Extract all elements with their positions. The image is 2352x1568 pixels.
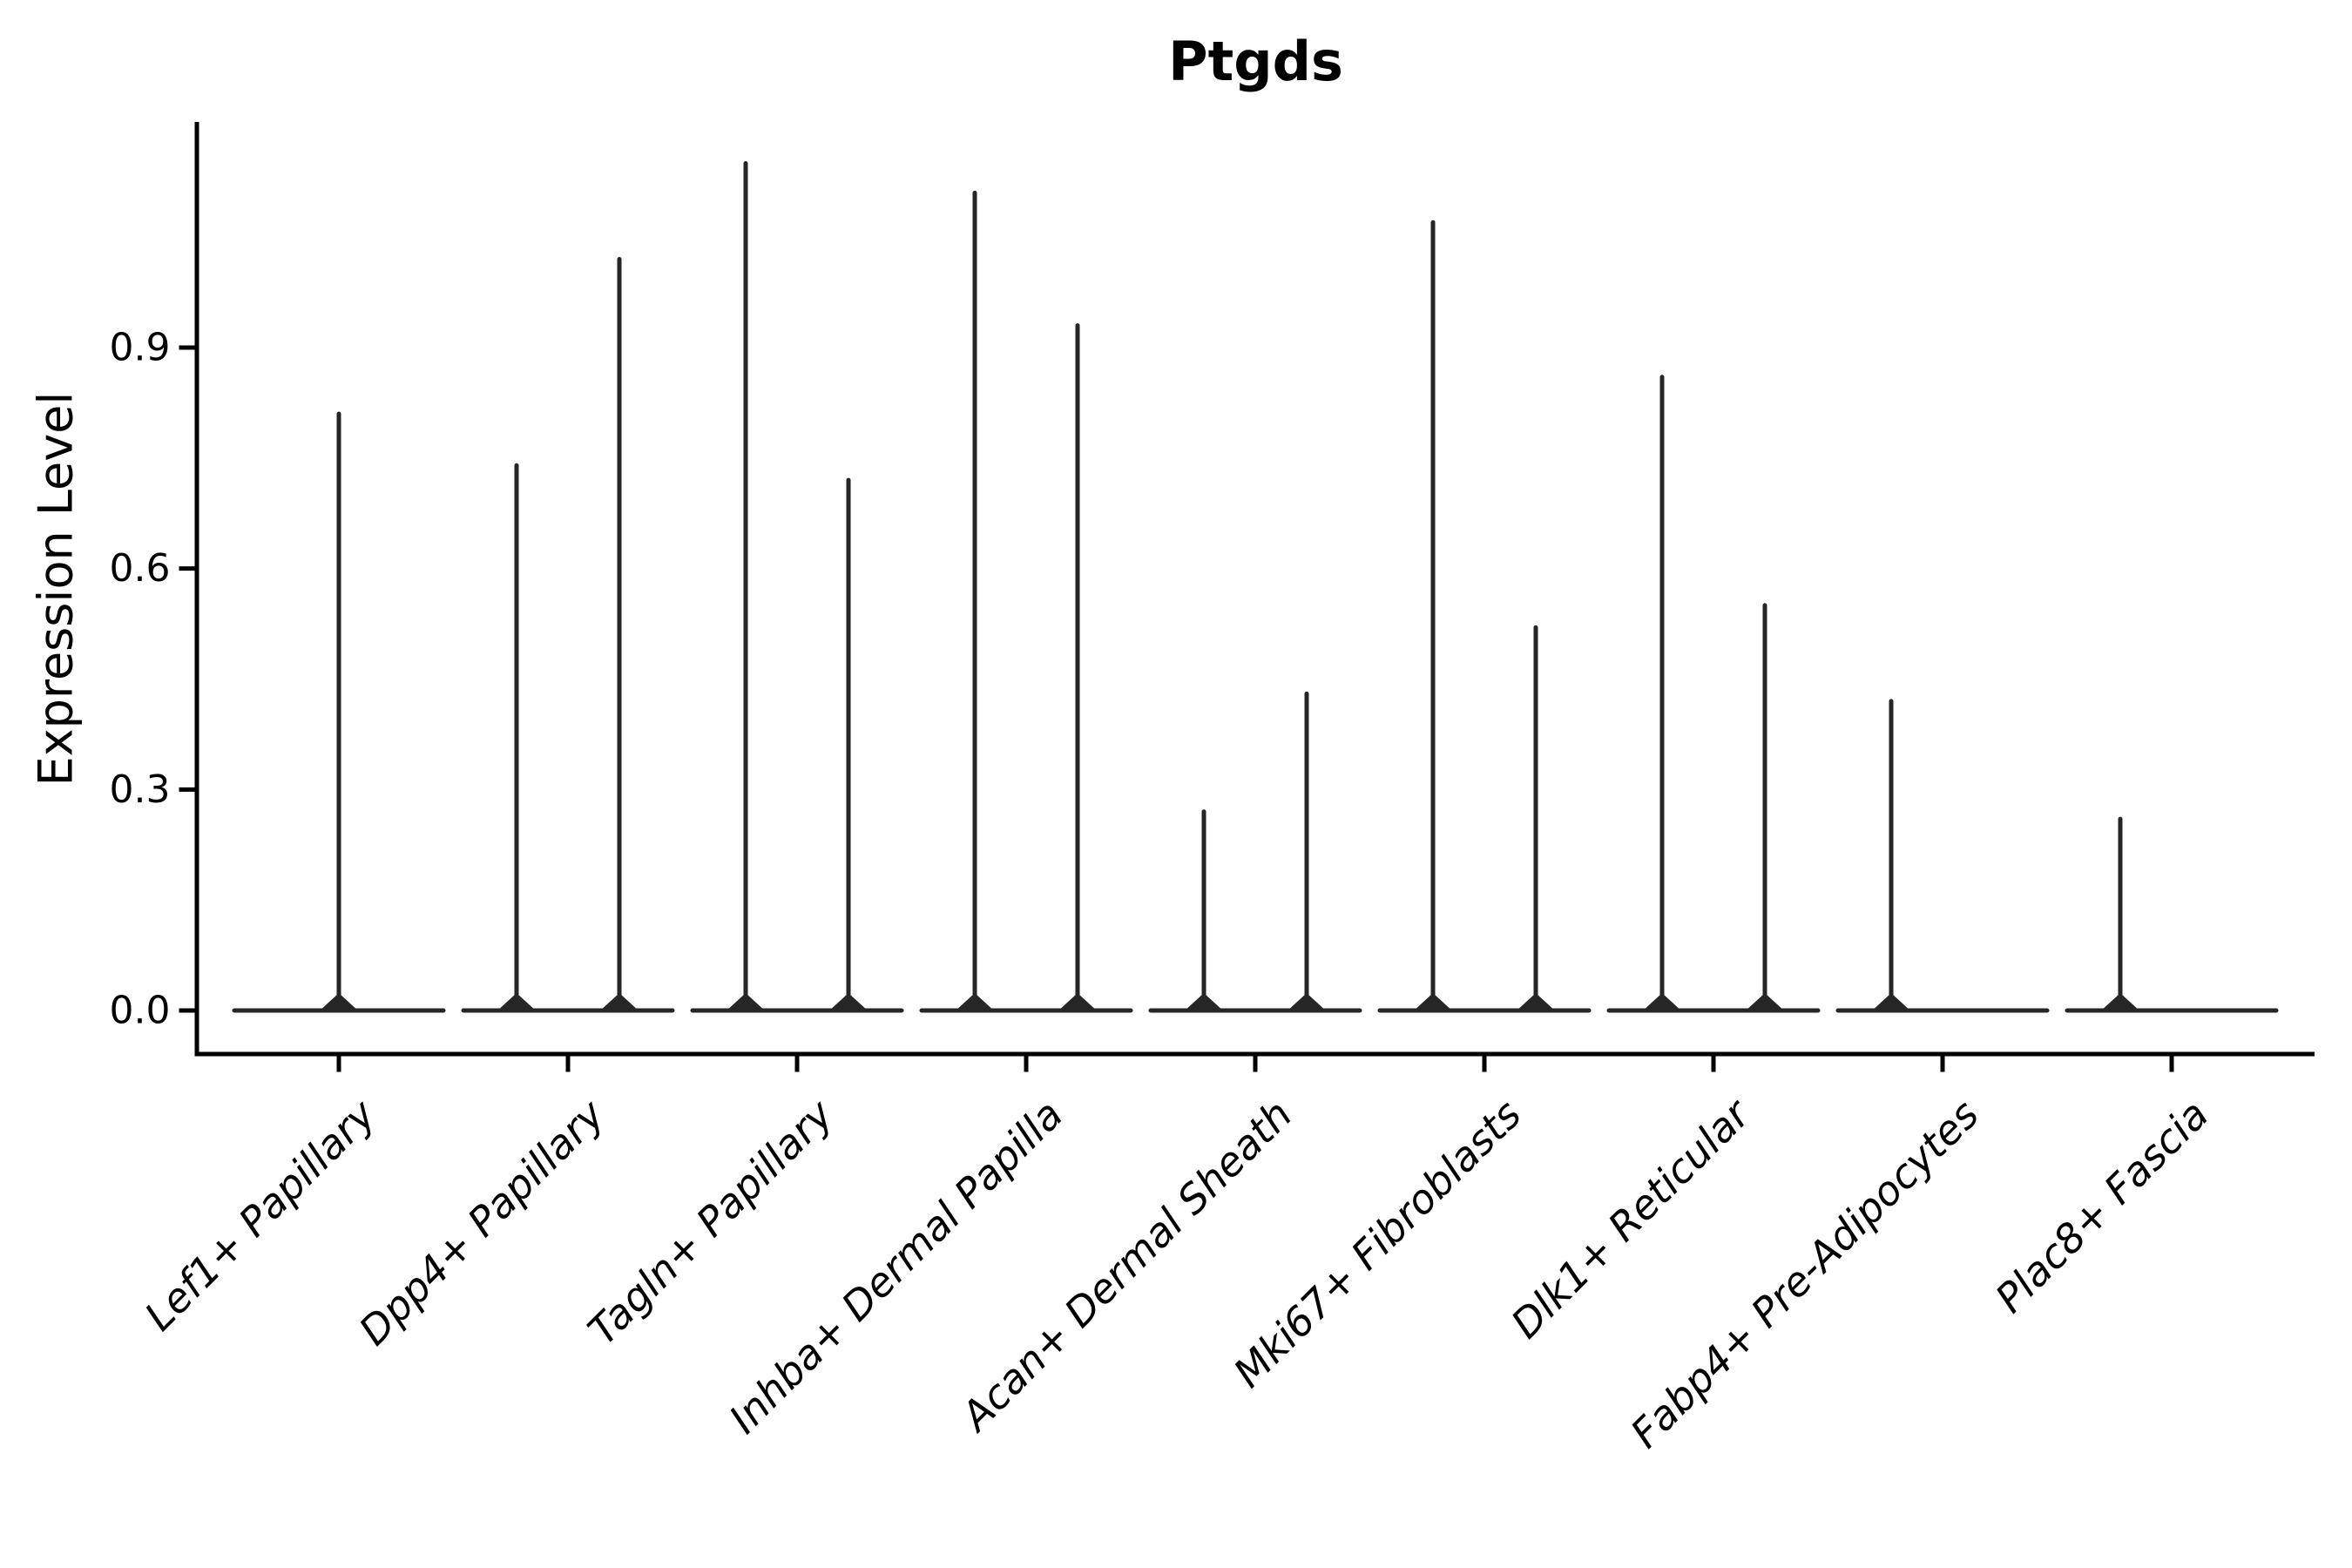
chart-title: Ptgds xyxy=(1168,30,1343,93)
y-tick-label: 0.6 xyxy=(110,546,171,591)
y-tick-label: 0.0 xyxy=(110,989,171,1033)
y-tick-label: 0.3 xyxy=(110,767,171,812)
y-tick-label: 0.9 xyxy=(110,325,171,369)
